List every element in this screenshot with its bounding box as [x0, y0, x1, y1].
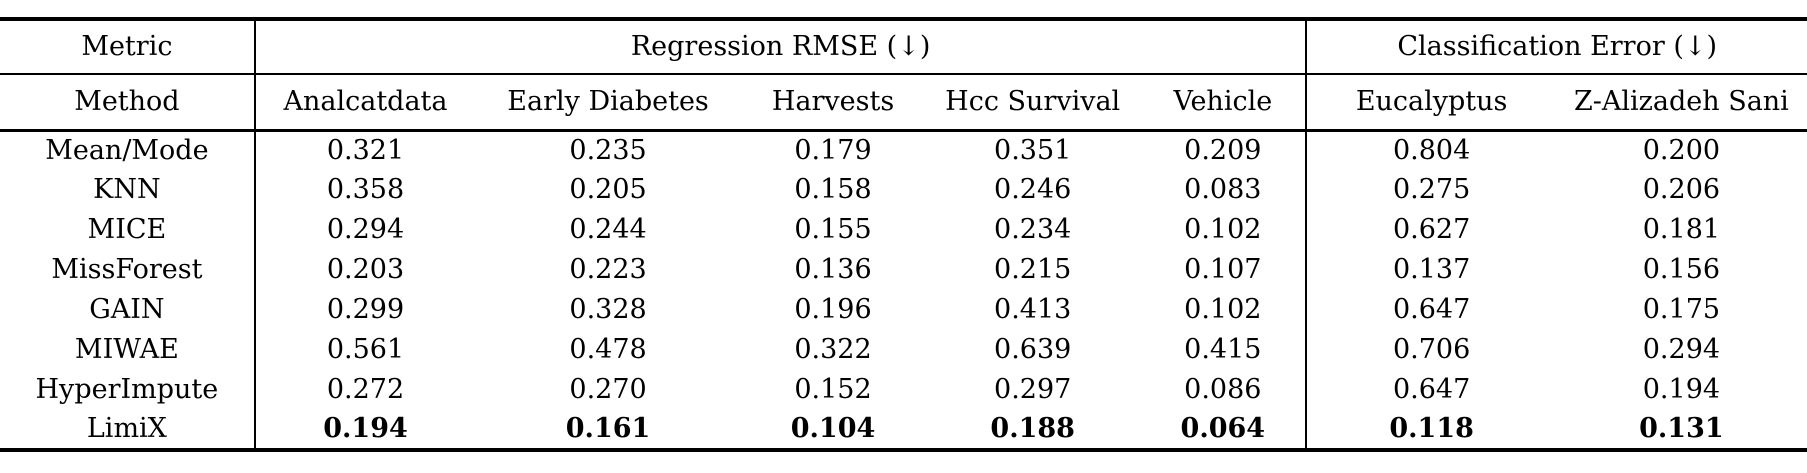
- table-row-missforest: MissForest 0.203 0.223 0.136 0.215 0.107…: [0, 250, 1807, 290]
- table-row-hyperimpute: HyperImpute 0.272 0.270 0.152 0.297 0.08…: [0, 370, 1807, 410]
- value-cell: 0.706: [1392, 334, 1471, 366]
- value-cell: 0.351: [994, 134, 1072, 166]
- value-cell: 0.272: [326, 374, 405, 406]
- table-row-miwae: MIWAE 0.561 0.478 0.322 0.639 0.415 0.70…: [0, 330, 1807, 370]
- table-row-limix: LimiX 0.194 0.161 0.104 0.188 0.064 0.11…: [0, 410, 1807, 450]
- value-cell: 0.086: [1140, 370, 1308, 410]
- value-cell: 0.131: [1639, 413, 1724, 445]
- value-cell: 0.234: [994, 214, 1072, 246]
- column-header-hcc-survival: Hcc Survival: [925, 74, 1141, 132]
- value-cell: 0.223: [569, 254, 647, 286]
- value-cell: 0.299: [326, 294, 405, 326]
- value-cell: 0.102: [1140, 210, 1308, 250]
- value-cell: 0.107: [1140, 250, 1308, 290]
- value-cell: 0.647: [1392, 294, 1471, 326]
- table-row-knn: KNN 0.358 0.205 0.158 0.246 0.083 0.275 …: [0, 170, 1807, 210]
- value-cell: 0.152: [794, 374, 872, 406]
- table-row-gain: GAIN 0.299 0.328 0.196 0.413 0.102 0.647…: [0, 290, 1807, 330]
- column-header-z-alizadeh-sani: Z-Alizadeh Sani: [1555, 74, 1807, 132]
- results-table: Metric Regression RMSE (↓) Classificatio…: [0, 17, 1807, 452]
- table-row-mean-mode: Mean/Mode 0.321 0.235 0.179 0.351 0.209 …: [0, 130, 1807, 170]
- value-cell: 0.321: [326, 134, 405, 166]
- value-cell: 0.275: [1392, 174, 1471, 206]
- column-header-row: Method Analcatdata Early Diabetes Harves…: [0, 74, 1807, 132]
- method-cell: MIWAE: [0, 330, 256, 370]
- method-cell: MissForest: [0, 250, 256, 290]
- value-cell: 0.104: [790, 413, 876, 445]
- method-cell: GAIN: [0, 290, 256, 330]
- value-cell: 0.179: [794, 134, 872, 166]
- value-cell: 0.294: [1642, 334, 1721, 366]
- value-cell: 0.196: [794, 294, 872, 326]
- value-cell: 0.206: [1642, 174, 1721, 206]
- value-cell: 0.203: [326, 254, 405, 286]
- metric-header-cell: Metric: [0, 19, 256, 75]
- value-cell: 0.200: [1642, 134, 1721, 166]
- column-header-early-diabetes: Early Diabetes: [475, 74, 741, 132]
- value-cell: 0.413: [994, 294, 1072, 326]
- value-cell: 0.297: [994, 374, 1072, 406]
- value-cell: 0.155: [794, 214, 872, 246]
- value-cell: 0.294: [326, 214, 405, 246]
- value-cell: 0.358: [326, 174, 405, 206]
- paper-table-region: Metric Regression RMSE (↓) Classificatio…: [0, 17, 1807, 452]
- method-cell: MICE: [0, 210, 256, 250]
- column-header-analcatdata: Analcatdata: [254, 74, 476, 132]
- value-cell: 0.181: [1642, 214, 1721, 246]
- method-cell: LimiX: [0, 410, 256, 450]
- value-cell: 0.561: [326, 334, 405, 366]
- value-cell: 0.244: [569, 214, 647, 246]
- value-cell: 0.156: [1642, 254, 1721, 286]
- value-cell: 0.175: [1642, 294, 1721, 326]
- value-cell: 0.136: [794, 254, 872, 286]
- value-cell: 0.194: [323, 413, 408, 445]
- table-row-mice: MICE 0.294 0.244 0.155 0.234 0.102 0.627…: [0, 210, 1807, 250]
- value-cell: 0.161: [565, 413, 651, 445]
- value-cell: 0.478: [569, 334, 647, 366]
- value-cell: 0.647: [1392, 374, 1471, 406]
- value-cell: 0.205: [569, 174, 647, 206]
- method-cell: Mean/Mode: [0, 130, 256, 170]
- value-cell: 0.209: [1140, 130, 1308, 170]
- value-cell: 0.158: [794, 174, 872, 206]
- value-cell: 0.627: [1392, 214, 1471, 246]
- value-cell: 0.118: [1389, 413, 1474, 445]
- value-cell: 0.102: [1140, 290, 1308, 330]
- value-cell: 0.415: [1140, 330, 1308, 370]
- column-header-eucalyptus: Eucalyptus: [1306, 74, 1556, 132]
- column-header-harvests: Harvests: [740, 74, 926, 132]
- value-cell: 0.235: [569, 134, 647, 166]
- value-cell: 0.215: [994, 254, 1072, 286]
- metric-group-header-row: Metric Regression RMSE (↓) Classificatio…: [0, 19, 1807, 75]
- classification-error-group-header: Classification Error (↓): [1306, 19, 1807, 75]
- method-cell: HyperImpute: [0, 370, 256, 410]
- method-column-header: Method: [0, 74, 256, 132]
- regression-rmse-group-header: Regression RMSE (↓): [254, 19, 1308, 75]
- column-header-vehicle: Vehicle: [1140, 74, 1308, 132]
- value-cell: 0.188: [990, 413, 1075, 445]
- value-cell: 0.083: [1140, 170, 1308, 210]
- value-cell: 0.639: [994, 334, 1072, 366]
- method-cell: KNN: [0, 170, 256, 210]
- value-cell: 0.246: [994, 174, 1072, 206]
- value-cell: 0.064: [1140, 410, 1308, 450]
- value-cell: 0.137: [1392, 254, 1471, 286]
- value-cell: 0.328: [569, 294, 647, 326]
- value-cell: 0.804: [1392, 134, 1471, 166]
- value-cell: 0.322: [794, 334, 872, 366]
- value-cell: 0.270: [569, 374, 647, 406]
- value-cell: 0.194: [1642, 374, 1721, 406]
